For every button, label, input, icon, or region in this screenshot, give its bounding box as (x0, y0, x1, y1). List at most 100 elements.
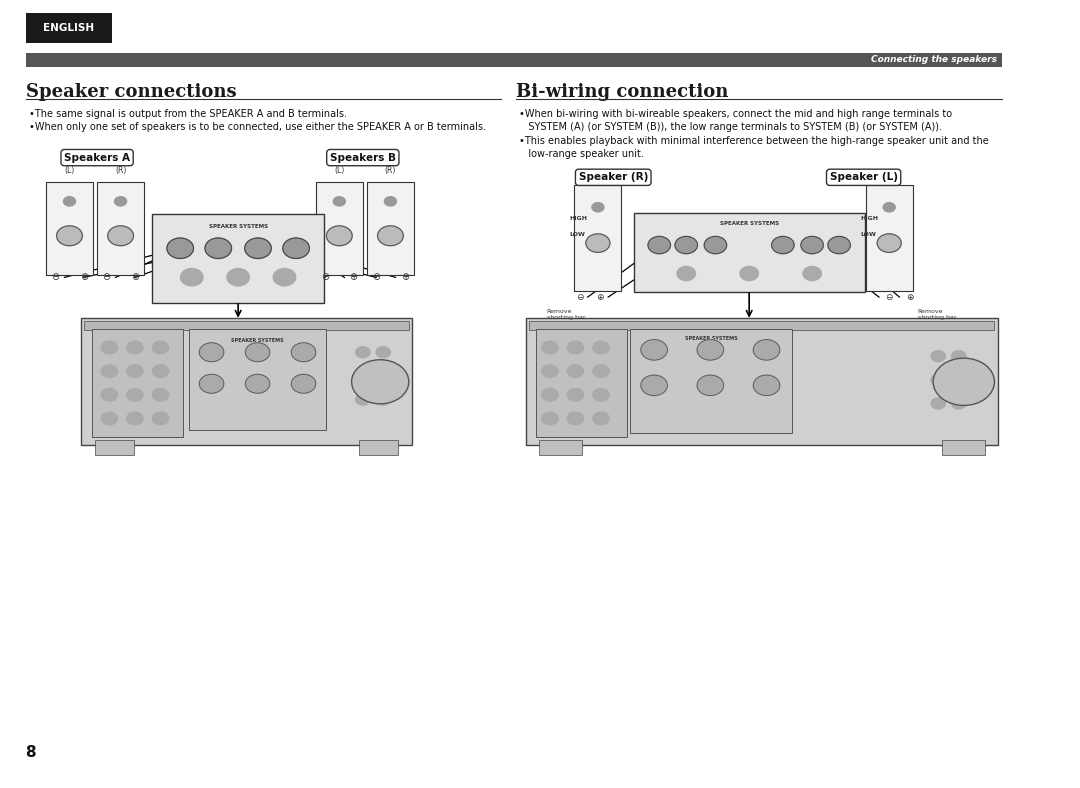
Circle shape (334, 197, 346, 206)
Circle shape (292, 343, 315, 362)
Text: (R): (R) (384, 166, 396, 175)
Circle shape (126, 388, 143, 401)
Circle shape (200, 374, 224, 393)
Circle shape (542, 388, 558, 401)
FancyBboxPatch shape (367, 182, 414, 276)
FancyBboxPatch shape (575, 185, 621, 291)
Circle shape (567, 365, 583, 377)
Circle shape (56, 226, 82, 246)
Circle shape (877, 234, 901, 252)
Text: ⊕: ⊕ (80, 273, 87, 282)
Circle shape (64, 197, 76, 206)
Circle shape (180, 269, 203, 286)
Circle shape (126, 412, 143, 425)
Text: 8: 8 (26, 745, 36, 760)
Text: SPEAKER SYSTEMS: SPEAKER SYSTEMS (231, 338, 284, 343)
Circle shape (931, 374, 945, 385)
Circle shape (108, 226, 134, 246)
Text: ⊕: ⊕ (596, 292, 604, 302)
Circle shape (585, 234, 610, 252)
Circle shape (167, 238, 193, 258)
Circle shape (593, 412, 609, 425)
Text: Speaker (L): Speaker (L) (829, 173, 897, 182)
FancyBboxPatch shape (46, 182, 93, 276)
Circle shape (376, 394, 391, 405)
Text: Connecting the speakers: Connecting the speakers (870, 55, 997, 65)
Text: LOW: LOW (569, 232, 585, 236)
Circle shape (883, 203, 895, 212)
FancyBboxPatch shape (81, 318, 411, 445)
Text: •When only one set of speakers is to be connected, use either the SPEAKER A or B: •When only one set of speakers is to be … (28, 122, 486, 132)
Circle shape (677, 266, 696, 281)
Text: ⊕: ⊕ (401, 273, 409, 282)
Text: SPEAKER SYSTEMS: SPEAKER SYSTEMS (719, 221, 779, 226)
FancyBboxPatch shape (943, 440, 985, 455)
Text: Remove
shorting bar: Remove shorting bar (546, 309, 585, 320)
FancyBboxPatch shape (95, 440, 134, 455)
Circle shape (102, 365, 118, 377)
Text: ⊖: ⊖ (372, 273, 380, 282)
FancyBboxPatch shape (315, 182, 363, 276)
FancyBboxPatch shape (189, 329, 326, 430)
Text: SPEAKER SYSTEMS: SPEAKER SYSTEMS (208, 224, 268, 229)
Circle shape (648, 236, 671, 254)
Text: SPEAKER SYSTEMS: SPEAKER SYSTEMS (685, 336, 738, 340)
Circle shape (355, 370, 370, 381)
Circle shape (640, 340, 667, 360)
Text: ⊕: ⊕ (350, 273, 357, 282)
Text: Remove
shorting bar: Remove shorting bar (918, 309, 956, 320)
Circle shape (704, 236, 727, 254)
Circle shape (326, 226, 352, 246)
Text: Speaker connections: Speaker connections (26, 83, 237, 101)
Circle shape (951, 398, 966, 409)
Text: (L): (L) (65, 166, 75, 175)
Circle shape (152, 412, 168, 425)
FancyBboxPatch shape (359, 440, 397, 455)
Circle shape (378, 226, 403, 246)
Circle shape (152, 388, 168, 401)
Circle shape (102, 412, 118, 425)
Circle shape (227, 269, 249, 286)
Circle shape (114, 197, 126, 206)
FancyBboxPatch shape (97, 182, 144, 276)
Circle shape (592, 203, 604, 212)
FancyBboxPatch shape (529, 321, 995, 330)
Circle shape (355, 347, 370, 358)
FancyBboxPatch shape (866, 185, 913, 291)
Text: ⊕: ⊕ (906, 292, 914, 302)
FancyBboxPatch shape (26, 13, 112, 43)
Circle shape (152, 365, 168, 377)
Circle shape (697, 340, 724, 360)
Text: HIGH: HIGH (861, 216, 878, 221)
Circle shape (376, 370, 391, 381)
FancyBboxPatch shape (526, 318, 998, 445)
FancyBboxPatch shape (630, 329, 792, 433)
Circle shape (753, 340, 780, 360)
Circle shape (801, 236, 823, 254)
Text: (R): (R) (114, 166, 126, 175)
Circle shape (102, 341, 118, 354)
Circle shape (152, 341, 168, 354)
Text: LOW: LOW (861, 232, 877, 236)
Text: •When bi-wiring with bi-wireable speakers, connect the mid and high range termin: •When bi-wiring with bi-wireable speaker… (519, 109, 953, 119)
Text: ⊕: ⊕ (131, 273, 139, 282)
Text: •The same signal is output from the SPEAKER A and B terminals.: •The same signal is output from the SPEA… (28, 109, 347, 119)
Circle shape (126, 341, 143, 354)
FancyBboxPatch shape (536, 329, 626, 437)
Circle shape (292, 374, 315, 393)
Text: low-range speaker unit.: low-range speaker unit. (519, 149, 644, 159)
Text: ⊖: ⊖ (576, 292, 583, 302)
Circle shape (951, 351, 966, 362)
Circle shape (802, 266, 821, 281)
Circle shape (384, 197, 396, 206)
Text: Speaker (R): Speaker (R) (579, 173, 648, 182)
Circle shape (593, 341, 609, 354)
Circle shape (951, 374, 966, 385)
FancyBboxPatch shape (634, 213, 865, 292)
Circle shape (931, 398, 945, 409)
Circle shape (245, 343, 270, 362)
FancyBboxPatch shape (26, 53, 1001, 67)
Circle shape (245, 238, 271, 258)
Text: ENGLISH: ENGLISH (43, 24, 95, 33)
Circle shape (200, 343, 224, 362)
